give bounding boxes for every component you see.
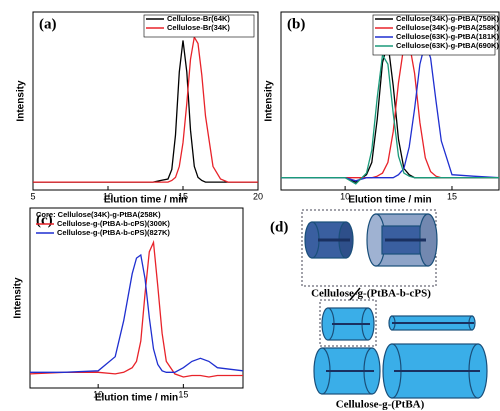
plot-frame bbox=[32, 11, 259, 191]
series-line bbox=[281, 42, 499, 184]
plot-frame bbox=[29, 207, 244, 389]
panel-label: (b) bbox=[287, 16, 305, 32]
legend-box bbox=[372, 14, 496, 56]
x-tick-label: 5 bbox=[30, 191, 35, 201]
series-line bbox=[30, 253, 244, 373]
series-line bbox=[33, 40, 258, 183]
x-tick-label: 15 bbox=[178, 191, 188, 201]
x-axis-label: Elution time / min bbox=[348, 195, 431, 206]
panel-label: (d) bbox=[270, 219, 288, 235]
dashed-box bbox=[319, 299, 377, 347]
legend-label: Cellulose(63K)-g-PtBA(690K) bbox=[396, 41, 499, 50]
legend-label: Cellulose-g-(PtBA-b-cPS)(300K) bbox=[57, 219, 170, 228]
caption: Cellulose-g-(PtBA) bbox=[336, 399, 425, 411]
panel-label: (a) bbox=[39, 16, 57, 32]
x-tick-label: 10 bbox=[93, 389, 103, 399]
caption: Cellulose-g-(PtBA-b-cPS) bbox=[311, 288, 431, 300]
cylinders bbox=[304, 213, 488, 399]
y-axis-label: Intensity bbox=[13, 277, 24, 319]
series-line bbox=[281, 53, 499, 185]
x-tick-label: 10 bbox=[340, 191, 350, 201]
x-tick-label: 10 bbox=[103, 191, 113, 201]
legend-title: Core: Cellulose(34K)-g-PtBA(258K) bbox=[36, 210, 161, 219]
plot-frame bbox=[280, 11, 500, 191]
legend-label: Cellulose(34K)-g-PtBA(258K) bbox=[396, 23, 499, 32]
legend-box bbox=[143, 14, 255, 38]
legend-label: Cellulose(34K)-g-PtBA(750K) bbox=[396, 14, 499, 23]
y-axis-label: Intensity bbox=[16, 80, 27, 122]
series-line bbox=[281, 41, 499, 179]
x-axis-label: Elution time / min bbox=[104, 195, 187, 206]
series-line bbox=[33, 35, 258, 183]
x-tick-label: 15 bbox=[447, 191, 457, 201]
legend-label: Cellulose(63K)-g-PtBA(181K) bbox=[396, 32, 499, 41]
x-tick-label: 15 bbox=[178, 389, 188, 399]
x-tick-label: 20 bbox=[253, 191, 263, 201]
y-axis-label: Intensity bbox=[264, 80, 275, 122]
diagram: (d) Cellulose-g-(PtBA-b-cPS) Cellulose-g… bbox=[270, 209, 488, 411]
x-axis-label: Elution time / min bbox=[95, 393, 178, 404]
legend-label: Cellulose-Br(34K) bbox=[167, 23, 230, 32]
series-line bbox=[281, 40, 500, 182]
legend-label: Cellulose-g-(PtBA-b-cPS)(827K) bbox=[57, 228, 170, 237]
legend-label: Cellulose-Br(64K) bbox=[167, 14, 230, 23]
series-line bbox=[29, 239, 243, 378]
arrow bbox=[349, 287, 361, 301]
